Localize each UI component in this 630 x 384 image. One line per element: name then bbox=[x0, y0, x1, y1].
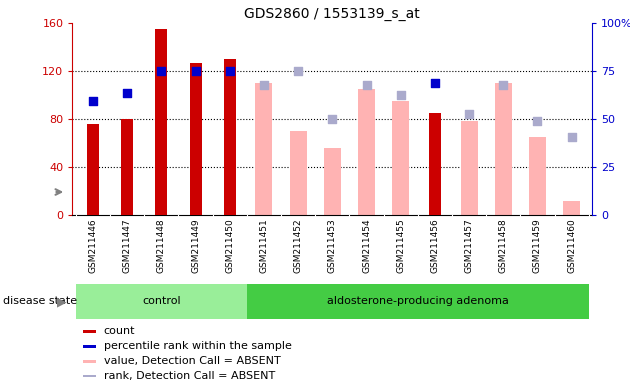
Point bbox=[259, 83, 269, 89]
Text: percentile rank within the sample: percentile rank within the sample bbox=[103, 341, 292, 351]
Text: GSM211454: GSM211454 bbox=[362, 218, 371, 273]
Point bbox=[362, 83, 372, 89]
Bar bbox=[121, 119, 133, 215]
Text: GSM211448: GSM211448 bbox=[157, 218, 166, 273]
Text: GSM211455: GSM211455 bbox=[396, 218, 405, 273]
Point bbox=[464, 111, 474, 118]
Text: GSM211449: GSM211449 bbox=[191, 218, 200, 273]
Text: GSM211458: GSM211458 bbox=[499, 218, 508, 273]
Text: aldosterone-producing adenoma: aldosterone-producing adenoma bbox=[327, 296, 509, 306]
Text: GSM211451: GSM211451 bbox=[260, 218, 268, 273]
Bar bbox=[83, 360, 96, 362]
Bar bbox=[255, 83, 273, 215]
Bar bbox=[83, 374, 96, 377]
Bar bbox=[358, 89, 375, 215]
Point bbox=[293, 68, 303, 74]
Point bbox=[156, 68, 166, 74]
Text: GSM211446: GSM211446 bbox=[88, 218, 98, 273]
Bar bbox=[429, 113, 441, 215]
Bar bbox=[83, 330, 96, 333]
Text: GSM211453: GSM211453 bbox=[328, 218, 337, 273]
Point bbox=[430, 80, 440, 86]
Title: GDS2860 / 1553139_s_at: GDS2860 / 1553139_s_at bbox=[244, 7, 420, 21]
Text: GSM211447: GSM211447 bbox=[123, 218, 132, 273]
Text: GSM211450: GSM211450 bbox=[226, 218, 234, 273]
Text: rank, Detection Call = ABSENT: rank, Detection Call = ABSENT bbox=[103, 371, 275, 381]
Bar bbox=[247, 284, 589, 319]
Point bbox=[122, 89, 132, 96]
Bar bbox=[156, 29, 168, 215]
Point bbox=[225, 68, 235, 74]
Bar bbox=[529, 137, 546, 215]
Point bbox=[396, 92, 406, 98]
Bar bbox=[290, 131, 307, 215]
Bar bbox=[190, 63, 202, 215]
Bar bbox=[324, 148, 341, 215]
Bar bbox=[495, 83, 512, 215]
Bar bbox=[83, 345, 96, 348]
Point bbox=[190, 68, 200, 74]
Text: ▶: ▶ bbox=[57, 295, 67, 308]
Text: disease state: disease state bbox=[3, 296, 77, 306]
Bar bbox=[461, 121, 478, 215]
Point bbox=[88, 98, 98, 104]
Point bbox=[532, 118, 542, 124]
Bar bbox=[224, 59, 236, 215]
Text: GSM211452: GSM211452 bbox=[294, 218, 302, 273]
Point bbox=[327, 116, 337, 122]
Text: GSM211460: GSM211460 bbox=[567, 218, 576, 273]
Bar bbox=[76, 284, 247, 319]
Text: count: count bbox=[103, 326, 135, 336]
Bar bbox=[87, 124, 99, 215]
Text: value, Detection Call = ABSENT: value, Detection Call = ABSENT bbox=[103, 356, 280, 366]
Text: GSM211457: GSM211457 bbox=[464, 218, 474, 273]
Text: control: control bbox=[142, 296, 181, 306]
Point bbox=[498, 83, 508, 89]
Point bbox=[566, 134, 576, 140]
Text: GSM211456: GSM211456 bbox=[430, 218, 439, 273]
Bar bbox=[392, 101, 410, 215]
Bar bbox=[563, 200, 580, 215]
Text: GSM211459: GSM211459 bbox=[533, 218, 542, 273]
